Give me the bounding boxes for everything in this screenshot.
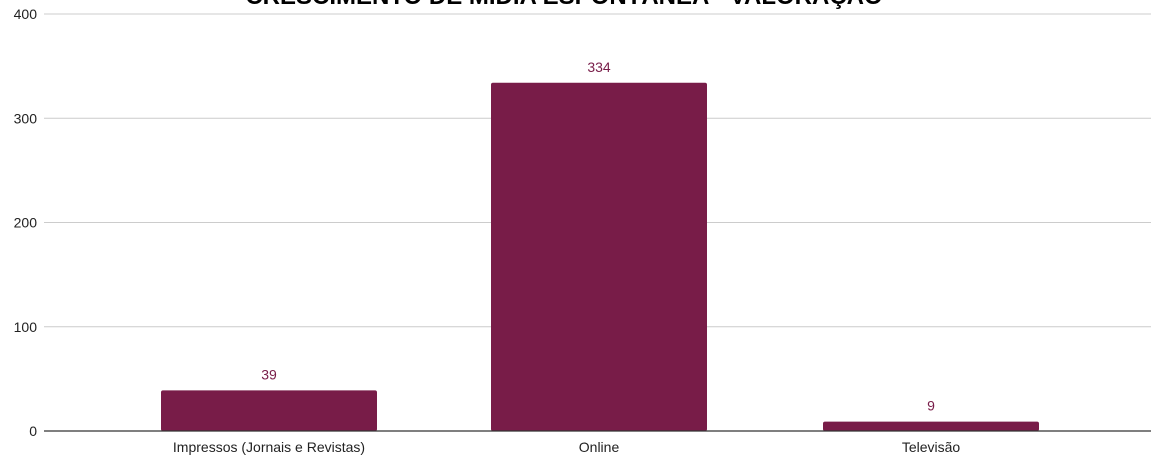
y-tick-label: 100 (14, 319, 38, 335)
x-category-label: Impressos (Jornais e Revistas) (173, 439, 365, 455)
bar-value-label: 39 (261, 366, 277, 382)
bar (161, 390, 377, 431)
y-axis-ticks: 0 100 200 300 400 (14, 6, 38, 439)
y-tick-label: 300 (14, 110, 38, 126)
bar (823, 421, 1039, 431)
bar-value-label: 9 (927, 398, 935, 414)
x-axis-categories: Impressos (Jornais e Revistas) Online Tele… (173, 439, 960, 455)
x-category-label: Online (579, 439, 620, 455)
chart-title: CRESCIMENTO DE MÍDIA ESPONTÂNEA - VALORA… (245, 0, 882, 10)
y-tick-label: 400 (14, 6, 38, 22)
bar-value-label: 334 (587, 59, 611, 75)
y-tick-label: 200 (14, 215, 38, 231)
bar (491, 82, 707, 432)
data-labels: 39 334 9 (261, 59, 935, 414)
x-category-label: Televisão (902, 439, 961, 455)
y-tick-label: 0 (29, 423, 37, 439)
bars (161, 82, 1039, 432)
